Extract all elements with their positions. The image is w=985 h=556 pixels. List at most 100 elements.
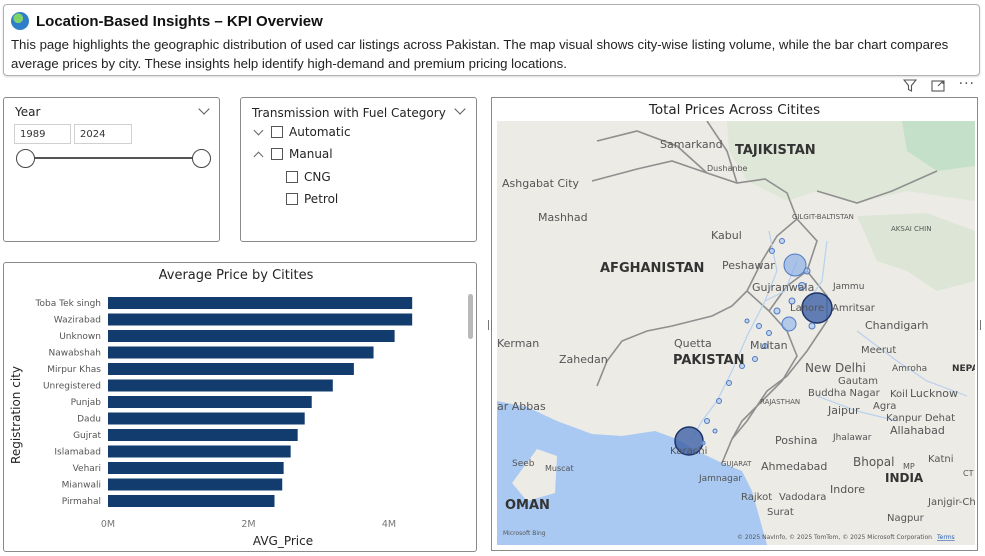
- prices-map-visual: Total Prices Across Citites: [491, 97, 978, 551]
- map-label-oman: OMAN: [505, 498, 550, 513]
- transmission-slicer-title: Transmission with Fuel Category: [252, 106, 446, 120]
- bar[interactable]: [108, 462, 284, 474]
- map-label-quetta: Quetta: [674, 337, 712, 350]
- map-label-lucknow: Lucknow: [910, 387, 958, 400]
- map-label-poshina: Poshina: [775, 434, 817, 447]
- map-label-koil: Koil: [890, 389, 908, 400]
- y-tick-label: Toba Tek singh: [35, 299, 101, 309]
- tree-item-cng[interactable]: CNG: [286, 170, 331, 184]
- bar[interactable]: [108, 379, 333, 392]
- map-label-bhopal: Bhopal: [853, 455, 894, 469]
- bar[interactable]: [108, 478, 283, 491]
- map-bing-logo: Microsoft Bing: [503, 530, 546, 537]
- map-terms-link[interactable]: Terms: [936, 534, 955, 541]
- checkbox[interactable]: [271, 148, 283, 160]
- bar[interactable]: [108, 363, 354, 375]
- map-label-amroha: Amroha: [892, 364, 927, 374]
- resize-handle[interactable]: [977, 320, 981, 330]
- map-label-kerman: Kerman: [497, 337, 539, 350]
- year-start-input[interactable]: 1989: [14, 124, 71, 144]
- map-label-pakistan: PAKISTAN: [673, 353, 744, 368]
- average-price-bar-chart: Average Price by Citites Registration ci…: [3, 262, 477, 552]
- map-label-afghanistan: AFGHANISTAN: [600, 261, 704, 276]
- map-label-peshawar: Peshawar: [722, 259, 775, 272]
- bar[interactable]: [108, 313, 413, 326]
- map-label-karachi: Karachi: [670, 446, 707, 457]
- map-label-nagpur: Nagpur: [887, 513, 925, 524]
- bar[interactable]: [108, 330, 395, 342]
- map-canvas[interactable]: TAJIKISTAN Samarkand Dushanbe Ashgabat C…: [497, 121, 975, 545]
- map-label-gautam: Gautam: [838, 376, 878, 387]
- tree-item-automatic[interactable]: Automatic: [253, 125, 351, 139]
- bar[interactable]: [108, 297, 413, 309]
- y-tick-label: Gujrat: [73, 431, 101, 441]
- bar[interactable]: [108, 412, 305, 425]
- collapse-chevron-icon[interactable]: [253, 151, 264, 161]
- chart-scrollbar[interactable]: [468, 294, 473, 339]
- y-tick-label: Pirmahal: [62, 497, 101, 507]
- checkbox[interactable]: [271, 126, 283, 138]
- map-label-jamnagar: Jamnagar: [698, 474, 742, 484]
- map-label-surat: Surat: [767, 507, 794, 518]
- map-label-newdelhi: New Delhi: [805, 361, 866, 375]
- y-tick-label: Mirpur Khas: [47, 365, 101, 375]
- x-axis-title: AVG_Price: [253, 534, 313, 548]
- bar[interactable]: [108, 495, 275, 507]
- map-label-amritsar: Amritsar: [832, 303, 876, 314]
- chevron-down-icon[interactable]: [198, 103, 210, 115]
- y-tick-label: Mianwali: [62, 481, 101, 491]
- y-tick-label: Nawabshah: [49, 349, 101, 359]
- map-label-lahore: Lahore: [790, 303, 824, 314]
- map-label-kabul: Kabul: [711, 229, 742, 242]
- map-label-aksai: AKSAI CHIN: [891, 225, 931, 233]
- chart-title: Average Price by Citites: [159, 268, 314, 283]
- chevron-down-icon[interactable]: [454, 103, 466, 115]
- year-slider-end-handle[interactable]: [192, 149, 211, 168]
- year-slider-track[interactable]: [24, 157, 202, 159]
- focus-mode-icon[interactable]: [931, 79, 945, 92]
- map-label-chandigarh: Chandigarh: [865, 319, 928, 332]
- map-label-rajasthan: RAJASTHAN: [760, 398, 800, 406]
- y-tick-label: Unknown: [59, 332, 101, 342]
- expand-chevron-icon[interactable]: [253, 125, 264, 135]
- transmission-slicer: Transmission with Fuel Category: [240, 97, 477, 242]
- page-header-card: Location-Based Insights – KPI Overview T…: [3, 4, 980, 76]
- page-description: This page highlights the geographic dist…: [11, 37, 949, 71]
- bar[interactable]: [108, 396, 312, 408]
- map-label-indore: Indore: [830, 483, 865, 496]
- checkbox[interactable]: [286, 193, 298, 205]
- map-label-gilgit: GILGIT-BALTISTAN: [792, 213, 854, 221]
- map-label-buddha: Buddha Nagar: [808, 388, 881, 399]
- map-label-seeb: Seeb: [512, 459, 535, 469]
- y-tick-label: Punjab: [71, 398, 102, 408]
- x-tick-label: 0M: [101, 519, 115, 530]
- year-end-input[interactable]: 2024: [74, 124, 132, 144]
- y-axis-title: Registration city: [9, 366, 23, 464]
- map-label-ahmedabad: Ahmedabad: [761, 460, 827, 473]
- map-label-mp: MP: [903, 462, 915, 471]
- checkbox[interactable]: [286, 171, 298, 183]
- y-tick-label: Dadu: [77, 415, 101, 425]
- bar[interactable]: [108, 346, 374, 359]
- filter-icon[interactable]: [902, 79, 917, 92]
- map-label-nepal: NEPA: [952, 364, 975, 374]
- y-tick-label: Wazirabad: [54, 316, 101, 326]
- tree-item-manual[interactable]: Manual: [253, 147, 333, 161]
- tree-item-label: Manual: [289, 147, 333, 161]
- bar[interactable]: [108, 429, 298, 441]
- y-tick-label: Vehari: [73, 464, 101, 474]
- map-label-india: INDIA: [885, 471, 924, 485]
- map-title: Total Prices Across Citites: [648, 102, 821, 118]
- year-slider-start-handle[interactable]: [16, 149, 35, 168]
- map-copyright: © 2025 NavInfo, © 2025 TomTom, © 2025 Mi…: [737, 534, 932, 541]
- map-label-samarkand: Samarkand: [660, 138, 723, 151]
- header-title-row: Location-Based Insights – KPI Overview: [11, 12, 323, 30]
- tree-item-petrol[interactable]: Petrol: [286, 192, 338, 206]
- map-label-tajikistan: TAJIKISTAN: [735, 143, 816, 158]
- resize-handle[interactable]: [488, 320, 492, 330]
- map-label-gujarat: GUJARAT: [721, 460, 752, 468]
- map-label-katni: Katni: [928, 454, 954, 465]
- more-options-icon[interactable]: ···: [958, 76, 975, 92]
- map-label-agra: Agra: [873, 401, 896, 412]
- bar[interactable]: [108, 445, 291, 458]
